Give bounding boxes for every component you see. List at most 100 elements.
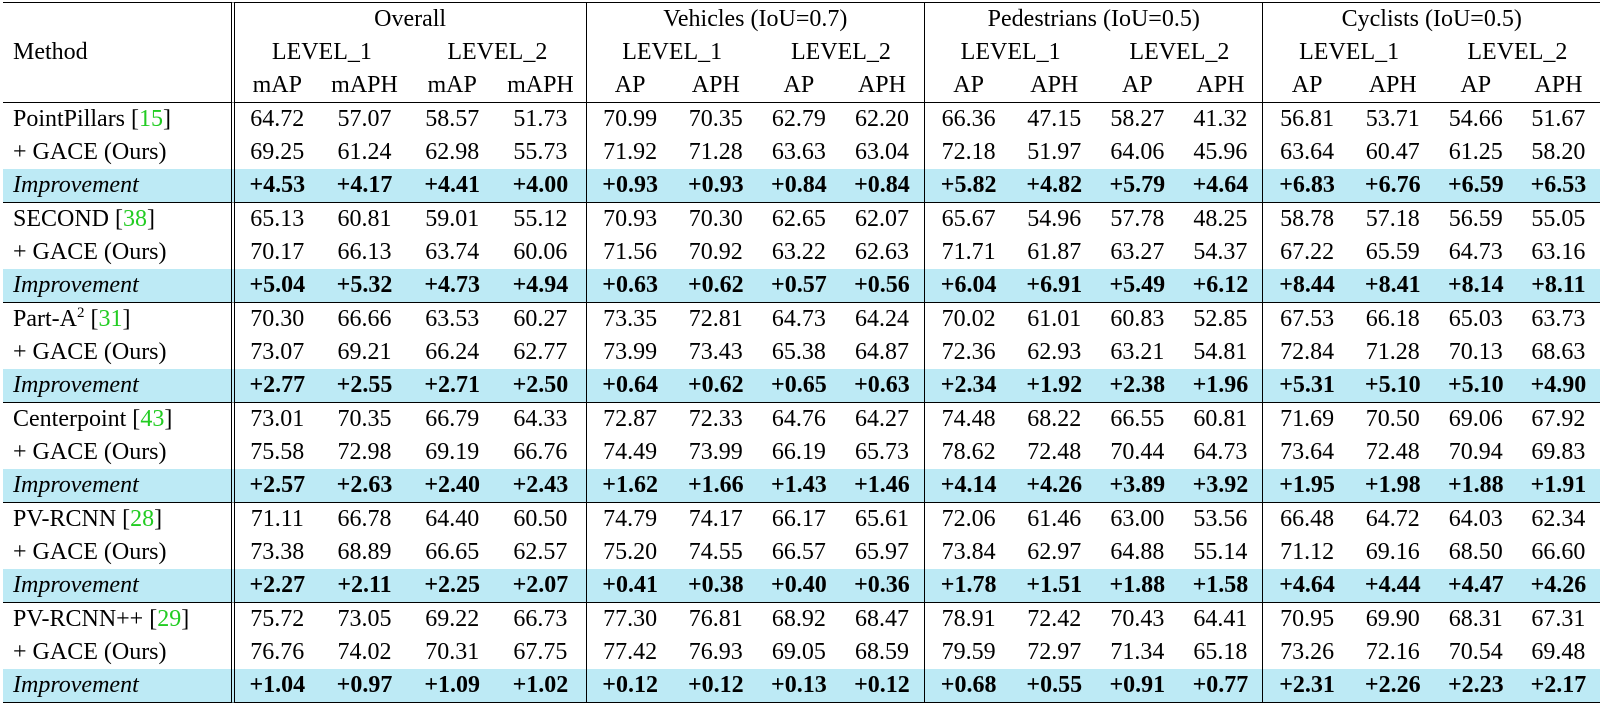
gace-row: + GACE (Ours) 73.07 69.21 66.24 62.77 73.99 73…	[3, 336, 1600, 369]
method-name: + GACE (Ours)	[13, 239, 167, 265]
value-cell: 62.20	[839, 102, 925, 136]
method-row: Centerpoint [43] 73.01 70.35 66.79 64.33 72.8…	[3, 402, 1600, 436]
value-cell: 71.28	[688, 139, 743, 165]
value-cell: 73.38	[230, 536, 320, 569]
value-cell: 61.24	[337, 139, 392, 165]
value-cell: 71.92	[585, 136, 674, 169]
improvement-value: +8.14	[1434, 269, 1517, 302]
improvement-value: +6.76	[1350, 169, 1435, 202]
gace-row: + GACE (Ours) 70.17 66.13 63.74 60.06 71.56 70…	[3, 236, 1600, 269]
improvement-value: +0.38	[673, 569, 758, 602]
metric-header: AP	[783, 72, 815, 98]
citation-link[interactable]: 15	[139, 106, 164, 132]
value-cell: 57.78	[1096, 202, 1179, 236]
improvement-value: +0.62	[673, 369, 758, 402]
value-cell: 68.59	[854, 639, 909, 665]
method-row: PointPillars [15] 64.72 57.07 58.57 51.73 70.…	[3, 102, 1600, 136]
value-cell: 56.59	[1434, 202, 1517, 236]
value-cell: 76.93	[688, 639, 743, 665]
value-cell: 67.92	[1516, 402, 1600, 436]
improvement-label: Improvement	[3, 369, 231, 402]
value-cell: 74.49	[585, 436, 674, 469]
value-cell: 73.43	[688, 339, 743, 365]
improvement-value: +0.84	[757, 169, 840, 202]
value-cell: 54.37	[1193, 239, 1248, 265]
value-cell: 62.07	[839, 202, 925, 236]
value-cell: 66.17	[757, 502, 840, 536]
value-cell: 66.66	[319, 302, 410, 336]
method-name: + GACE (Ours)	[13, 439, 167, 465]
value-cell: 55.14	[1193, 539, 1248, 565]
value-cell: 74.55	[688, 539, 743, 565]
value-cell: 70.35	[319, 402, 410, 436]
improvement-value: +4.53	[230, 169, 320, 202]
improvement-value: +5.32	[319, 269, 410, 302]
method-name: Centerpoint [43]	[3, 402, 231, 436]
metric-header: APH	[857, 72, 906, 98]
value-cell: 60.27	[495, 302, 586, 336]
improvement-value: +4.90	[1516, 369, 1600, 402]
improvement-value: +8.44	[1262, 269, 1351, 302]
improvement-value: +2.27	[230, 569, 320, 602]
value-cell: 55.73	[513, 139, 568, 165]
citation-link[interactable]: 28	[130, 506, 155, 532]
superscript: 2	[76, 305, 85, 321]
improvement-value: +6.83	[1262, 169, 1351, 202]
improvement-row: Improvement +1.04 +0.97 +1.09 +1.02 +0.12 +0.1…	[3, 669, 1600, 703]
metric-header: mAP	[230, 69, 320, 102]
citation-close: ]	[154, 506, 163, 532]
method-name: + GACE (Ours)	[13, 539, 167, 565]
improvement-value: +4.82	[1012, 169, 1097, 202]
gace-row: + GACE (Ours) 76.76 74.02 70.31 67.75 77.42 76…	[3, 636, 1600, 669]
improvement-value: +5.04	[230, 269, 320, 302]
improvement-value: +3.92	[1178, 469, 1263, 502]
improvement-value: +8.11	[1516, 269, 1600, 302]
value-cell: 72.98	[337, 439, 392, 465]
value-cell: 48.25	[1178, 202, 1263, 236]
citation-link[interactable]: 29	[157, 606, 182, 632]
improvement-value: +0.97	[319, 669, 410, 703]
improvement-value: +0.12	[839, 669, 925, 703]
value-cell: 73.26	[1262, 636, 1350, 669]
citation-link[interactable]: 38	[123, 206, 148, 232]
citation-link[interactable]: 43	[140, 406, 165, 432]
value-cell: 71.12	[1262, 536, 1350, 569]
method-label: Part-A	[13, 306, 77, 332]
value-cell: 59.01	[409, 202, 496, 236]
value-cell: 63.22	[771, 239, 826, 265]
improvement-value: +1.91	[1516, 469, 1600, 502]
value-cell: 58.57	[409, 102, 496, 136]
value-cell: 69.90	[1350, 602, 1435, 636]
group-header: Overall	[230, 2, 586, 36]
value-cell: 64.88	[1110, 539, 1165, 565]
value-cell: 65.67	[924, 202, 1013, 236]
improvement-value: +1.92	[1012, 369, 1097, 402]
value-cell: 52.85	[1178, 302, 1263, 336]
value-cell: 55.12	[495, 202, 586, 236]
value-cell: 63.53	[409, 302, 496, 336]
value-cell: 68.22	[1012, 402, 1097, 436]
value-cell: 64.72	[1350, 502, 1435, 536]
improvement-value: +0.93	[585, 169, 674, 202]
value-cell: 60.50	[495, 502, 586, 536]
value-cell: 68.63	[1531, 339, 1586, 365]
improvement-value: +0.12	[673, 669, 758, 703]
value-cell: 70.31	[425, 639, 480, 665]
value-cell: 66.19	[771, 439, 826, 465]
method-name: PV-RCNN [28]	[3, 502, 231, 536]
value-cell: 63.63	[771, 139, 826, 165]
value-cell: 70.35	[673, 102, 758, 136]
improvement-value: +0.63	[585, 269, 674, 302]
improvement-value: +1.62	[585, 469, 674, 502]
value-cell: 70.44	[1110, 439, 1165, 465]
metric-header: APH	[1534, 72, 1583, 98]
value-cell: 71.69	[1262, 402, 1351, 436]
group-header: Vehicles (IoU=0.7)	[585, 2, 925, 36]
improvement-row: Improvement +2.57 +2.63 +2.40 +2.43 +1.62 +1.6…	[3, 469, 1600, 502]
value-cell: 66.76	[513, 439, 568, 465]
value-cell: 71.28	[1365, 339, 1420, 365]
value-cell: 62.93	[1027, 339, 1082, 365]
improvement-value: +4.17	[319, 169, 410, 202]
citation-link[interactable]: 31	[98, 306, 123, 332]
value-cell: 64.73	[757, 302, 840, 336]
